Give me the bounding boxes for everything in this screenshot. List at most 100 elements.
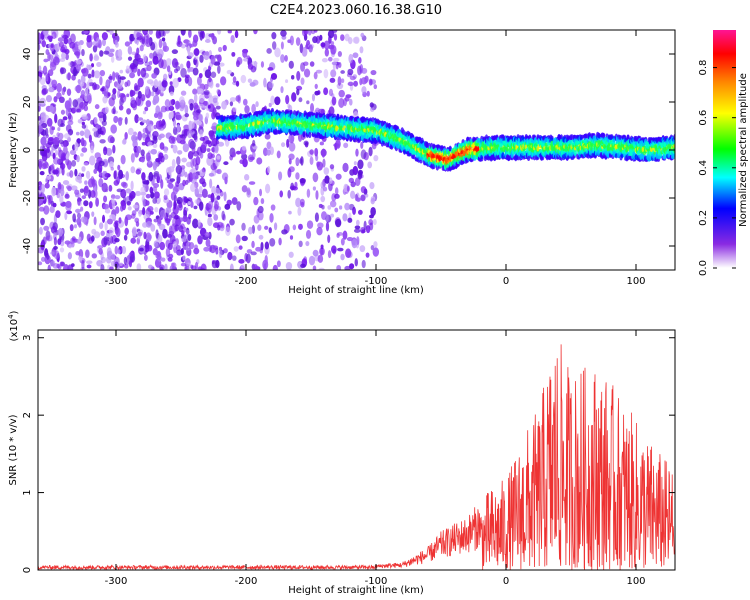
spectrogram-noise-point — [205, 140, 212, 145]
spectrogram-noise-point — [217, 65, 221, 74]
spectrogram-noise-point — [119, 262, 123, 267]
spectrogram-noise-point — [337, 76, 342, 86]
spectrogram-noise-point — [190, 200, 194, 208]
spectrogram-noise-point — [200, 263, 207, 270]
spectrogram-noise-point — [168, 183, 174, 190]
spectrogram-noise-point — [348, 98, 353, 106]
spectrogram-noise-point — [130, 90, 136, 97]
spectrogram-noise-point — [249, 82, 256, 87]
spectrogram-noise-point — [308, 44, 313, 53]
spectrogram-noise-point — [369, 106, 375, 112]
spectrogram-noise-point — [300, 263, 306, 269]
spectrogram-noise-point — [144, 243, 150, 253]
spectrogram-noise-point — [227, 251, 233, 261]
spectrogram-noise-point — [148, 171, 154, 182]
spectrogram-noise-point — [127, 56, 133, 61]
spectrogram-noise-point — [98, 248, 103, 255]
spectrogram-noise-point — [50, 225, 58, 234]
spectrogram-noise-point — [370, 244, 375, 251]
spectrogram-noise-point — [67, 119, 74, 126]
spectrogram-noise-point — [268, 102, 272, 108]
spectrogram-noise-point — [177, 35, 181, 45]
spectrogram-noise-point — [41, 40, 47, 48]
spectrogram-noise-point — [190, 264, 194, 269]
spectrogram-noise-point — [48, 54, 54, 60]
spectrogram-noise-point — [168, 253, 174, 259]
spectrogram-noise-point — [54, 113, 58, 124]
spectrogram-noise-point — [65, 154, 69, 160]
spectrogram-noise-point — [336, 233, 340, 238]
spectrogram-noise-point — [38, 39, 41, 45]
spectrogram-noise-point — [112, 88, 117, 95]
spectrogram-noise-point — [106, 240, 111, 246]
spectrogram-noise-point — [235, 150, 241, 155]
spectrogram-noise-point — [112, 71, 116, 82]
spectrogram-noise-point — [360, 149, 367, 160]
spectrogram-noise-point — [373, 154, 379, 162]
spectrogram-noise-point — [368, 146, 373, 157]
spectrogram-noise-point — [145, 200, 150, 206]
spectrogram-noise-point — [100, 230, 105, 237]
spectrogram-noise-point — [173, 241, 177, 248]
spectrogram-noise-point — [313, 30, 318, 33]
spectrogram-noise-point — [81, 124, 87, 129]
spectrogram-noise-point — [180, 30, 186, 36]
spectrogram-noise-point — [357, 65, 362, 76]
spectrogram-noise-point — [234, 30, 239, 39]
spectrogram-noise-point — [231, 51, 236, 57]
spectrogram-noise-point — [75, 84, 82, 94]
spectrogram-noise-point — [65, 210, 73, 215]
spectrogram-noise-point — [114, 72, 120, 78]
spectrogram-noise-point — [93, 70, 101, 79]
spectrogram-noise-point — [342, 213, 348, 222]
spectrogram-noise-point — [104, 221, 108, 231]
spectrogram-noise-point — [348, 203, 355, 211]
spectrogram-noise-point — [186, 60, 191, 69]
spectrogram-noise-point — [40, 111, 47, 122]
spectrogram-noise-point — [146, 79, 154, 85]
spectrogram-noise-point — [175, 100, 180, 110]
spectrogram-noise-point — [102, 96, 108, 104]
spectrogram-noise-point — [369, 222, 374, 231]
spectrogram-noise-point — [288, 142, 296, 152]
spectrogram-noise-point — [144, 85, 149, 95]
spectrogram-noise-point — [306, 188, 311, 198]
spectrogram-noise-point — [288, 210, 292, 215]
spectrogram-noise-point — [176, 196, 183, 204]
spectrogram-noise-point — [295, 37, 301, 46]
spectrogram-noise-point — [193, 247, 200, 255]
spectrogram-noise-point — [133, 131, 137, 137]
spectrogram-noise-point — [266, 48, 272, 54]
spectrogram-noise-point — [178, 102, 185, 112]
spectrogram-noise-point — [60, 163, 66, 170]
spectrogram-noise-point — [142, 110, 147, 115]
spectrogram-noise-point — [193, 133, 198, 141]
spectrogram-noise-point — [323, 68, 329, 79]
spectrogram-noise-point — [364, 78, 368, 84]
spectrogram-noise-point — [97, 111, 105, 119]
spectrogram-noise-point — [266, 141, 272, 150]
spectrogram-noise-point — [369, 214, 374, 219]
spectrogram-noise-point — [154, 207, 159, 213]
spectrogram-noise-point — [370, 198, 375, 205]
spectrogram-noise-point — [344, 33, 350, 42]
spectrogram-noise-point — [80, 206, 84, 212]
spectrogram-noise-point — [373, 241, 378, 248]
spectrogram-noise-point — [312, 172, 319, 183]
spectrogram-noise-point — [119, 69, 124, 74]
spectrogram-noise-point — [218, 46, 223, 53]
spectrogram-noise-point — [288, 60, 294, 69]
spectrogram-noise-point — [43, 148, 48, 154]
spectrogram-noise-point — [165, 58, 172, 66]
spectrogram-noise-point — [279, 190, 284, 198]
spectrogram-noise-point — [312, 36, 318, 44]
spectrogram-noise-point — [123, 234, 128, 241]
spectrogram-noise-point — [264, 241, 270, 250]
spectrogram-noise-point — [79, 130, 85, 137]
spectrogram-noise-point — [197, 88, 204, 95]
spectrogram-noise-point — [216, 195, 221, 200]
spectrogram-noise-point — [264, 225, 269, 230]
spectrogram-noise-point — [159, 266, 164, 270]
spectrogram-noise-point — [153, 240, 159, 248]
spectrogram-noise-point — [260, 241, 264, 251]
